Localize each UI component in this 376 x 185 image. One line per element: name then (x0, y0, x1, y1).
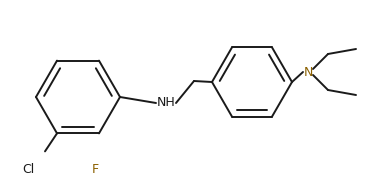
Text: N: N (303, 65, 313, 78)
Text: F: F (91, 163, 99, 176)
Text: Cl: Cl (22, 163, 34, 176)
Text: NH: NH (157, 97, 175, 110)
